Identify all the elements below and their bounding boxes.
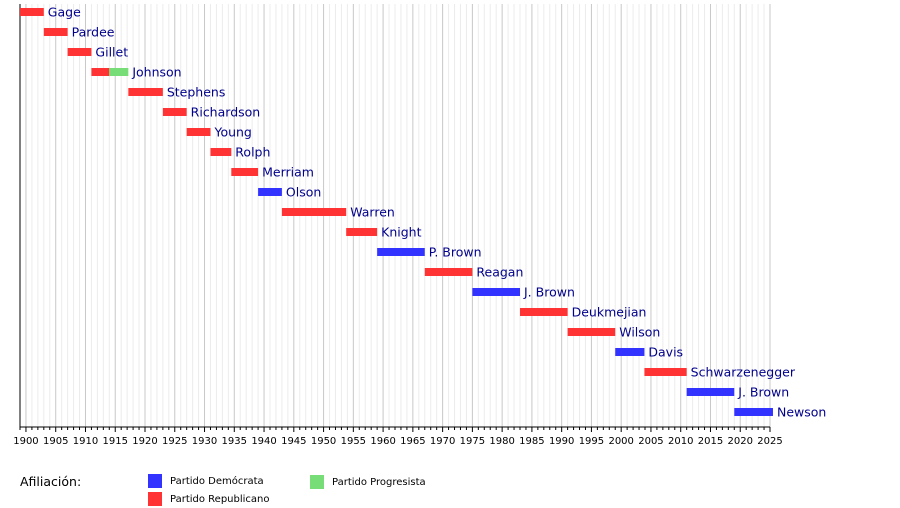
legend-swatch-progressive: [310, 475, 324, 489]
x-tick-label: 2015: [698, 436, 723, 447]
x-tick-label: 1945: [281, 436, 306, 447]
governor-label: Rolph: [235, 145, 270, 160]
term-bar-democratic: [615, 348, 645, 356]
x-tick-label: 1900: [13, 436, 38, 447]
governors-timeline-chart: 1900 1905 1910 1915 1920 1925 1930 1935 1940 1945…: [13, 4, 826, 447]
governor-label: Newson: [777, 405, 826, 420]
legend-label-progressive: Partido Progresista: [332, 476, 426, 488]
x-tick-label: 1950: [311, 436, 336, 447]
term-bar-democratic: [377, 248, 425, 256]
x-tick-label: 1980: [489, 436, 514, 447]
term-bar-republican: [43, 28, 68, 36]
x-tick-label: 1915: [103, 436, 128, 447]
governor-label: Deukmejian: [572, 305, 647, 320]
governor-label: Warren: [350, 205, 395, 220]
governor-label: Wilson: [619, 325, 660, 340]
governor-label: Gage: [48, 5, 81, 20]
term-bar-democratic: [472, 288, 520, 296]
x-tick-label: 1940: [251, 436, 276, 447]
term-bar-republican: [128, 88, 163, 96]
legend-title: Afiliación:: [20, 474, 82, 489]
term-bar-democratic: [734, 408, 773, 416]
term-bar-progressive: [109, 68, 129, 76]
governor-label: Schwarzenegger: [691, 365, 796, 380]
x-tick-label: 1955: [341, 436, 366, 447]
governor-label: P. Brown: [429, 245, 482, 260]
term-bar-democratic: [258, 188, 282, 196]
x-tick-label: 1935: [222, 436, 247, 447]
governor-label: J. Brown: [737, 385, 789, 400]
x-tick-label: 1990: [549, 436, 574, 447]
term-bar-republican: [346, 228, 378, 236]
governor-label: Knight: [381, 225, 421, 240]
term-bar-republican: [567, 328, 616, 336]
legend-swatch-democratic: [148, 474, 162, 488]
x-tick-label: 2020: [728, 436, 753, 447]
x-tick-label: 1920: [132, 436, 157, 447]
x-tick-label: 2010: [668, 436, 693, 447]
term-bar-republican: [644, 368, 687, 376]
governor-label: Gillet: [95, 45, 128, 60]
term-bar-republican: [281, 208, 347, 216]
legend-item-progressive: Partido Progresista: [310, 475, 426, 489]
x-tick-label: 1905: [43, 436, 68, 447]
term-bar-republican: [91, 68, 110, 76]
x-tick-label: 1975: [460, 436, 485, 447]
legend-item-democratic: Partido Demócrata: [148, 474, 264, 488]
governor-label: Merriam: [262, 165, 314, 180]
governor-label: Young: [213, 125, 251, 140]
governor-label: Olson: [286, 185, 321, 200]
governor-label: Davis: [648, 345, 683, 360]
x-tick-label: 1910: [73, 436, 98, 447]
term-bar-democratic: [686, 388, 735, 396]
term-bar-republican: [20, 8, 44, 16]
term-bar-republican: [186, 128, 211, 136]
x-tick-label: 2000: [608, 436, 633, 447]
governor-label: J. Brown: [523, 285, 575, 300]
x-tick-label: 1970: [430, 436, 455, 447]
governor-label: Richardson: [191, 105, 261, 120]
term-bar-republican: [162, 108, 187, 116]
x-tick-label: 1930: [192, 436, 217, 447]
governor-label: Stephens: [167, 85, 226, 100]
governor-label: Johnson: [131, 65, 181, 80]
term-bar-republican: [210, 148, 232, 156]
x-tick-label: 1960: [370, 436, 395, 447]
term-bar-republican: [231, 168, 259, 176]
x-tick-label: 2025: [757, 436, 782, 447]
term-bar-republican: [424, 268, 473, 276]
x-tick-label: 1995: [579, 436, 604, 447]
legend-swatch-republican: [148, 492, 162, 506]
x-tick-label: 1965: [400, 436, 425, 447]
x-tick-label: 1985: [519, 436, 544, 447]
term-bar-republican: [520, 308, 568, 316]
governor-label: Pardee: [72, 25, 115, 40]
legend-item-republican: Partido Republicano: [148, 492, 270, 506]
x-tick-label: 1925: [162, 436, 187, 447]
legend-label-democratic: Partido Demócrata: [170, 475, 264, 487]
x-tick-label: 2005: [638, 436, 663, 447]
legend-label-republican: Partido Republicano: [170, 493, 270, 505]
governor-label: Reagan: [476, 265, 523, 280]
term-bar-republican: [67, 48, 92, 56]
